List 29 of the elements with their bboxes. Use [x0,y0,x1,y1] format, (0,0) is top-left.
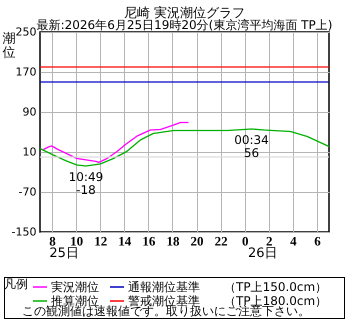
legend-label: 実況潮位 [51,280,99,294]
y-tick-label: 90 [22,106,36,118]
x-tick-label: 12 [94,234,108,248]
x2-tick-label: 25日 [49,246,79,261]
x-tick-label: 10 [70,234,84,248]
x-tick-label: 2 [266,234,273,248]
y-tick-label: -150 [12,226,36,238]
legend-label: 通報潮位基準 （TP上150.0cm） [128,280,328,294]
x-tick-label: 4 [290,234,298,248]
annotation: 00:34 56 [234,133,269,160]
line-series [39,128,330,167]
x-tick-label: 8 [49,234,56,248]
y-axis-title: 潮位 [2,32,16,60]
x2-tick-label: 26日 [248,246,278,261]
x-tick-label: 22 [214,234,228,248]
x-tick-label: 14 [118,234,132,248]
x-tick-label: 0 [242,234,248,248]
line-series [42,122,190,164]
y-tick-label: 10 [22,146,36,158]
chart-subtitle: 最新:2026年6月25日19時20分(東京湾平均海面 TP上) [36,18,332,32]
annotation: 10:49 -18 [68,170,104,197]
x-tick-label: 20 [190,234,204,248]
y-tick-label: 170 [16,66,36,78]
y-tick-label: 250 [16,26,36,38]
x-tick-label: 16 [142,234,156,248]
x-tick-label: 18 [166,234,180,248]
legend-title: 凡例 [4,277,28,291]
y-tick-label: -70 [18,186,36,198]
x-tick-label: 6 [314,234,322,248]
